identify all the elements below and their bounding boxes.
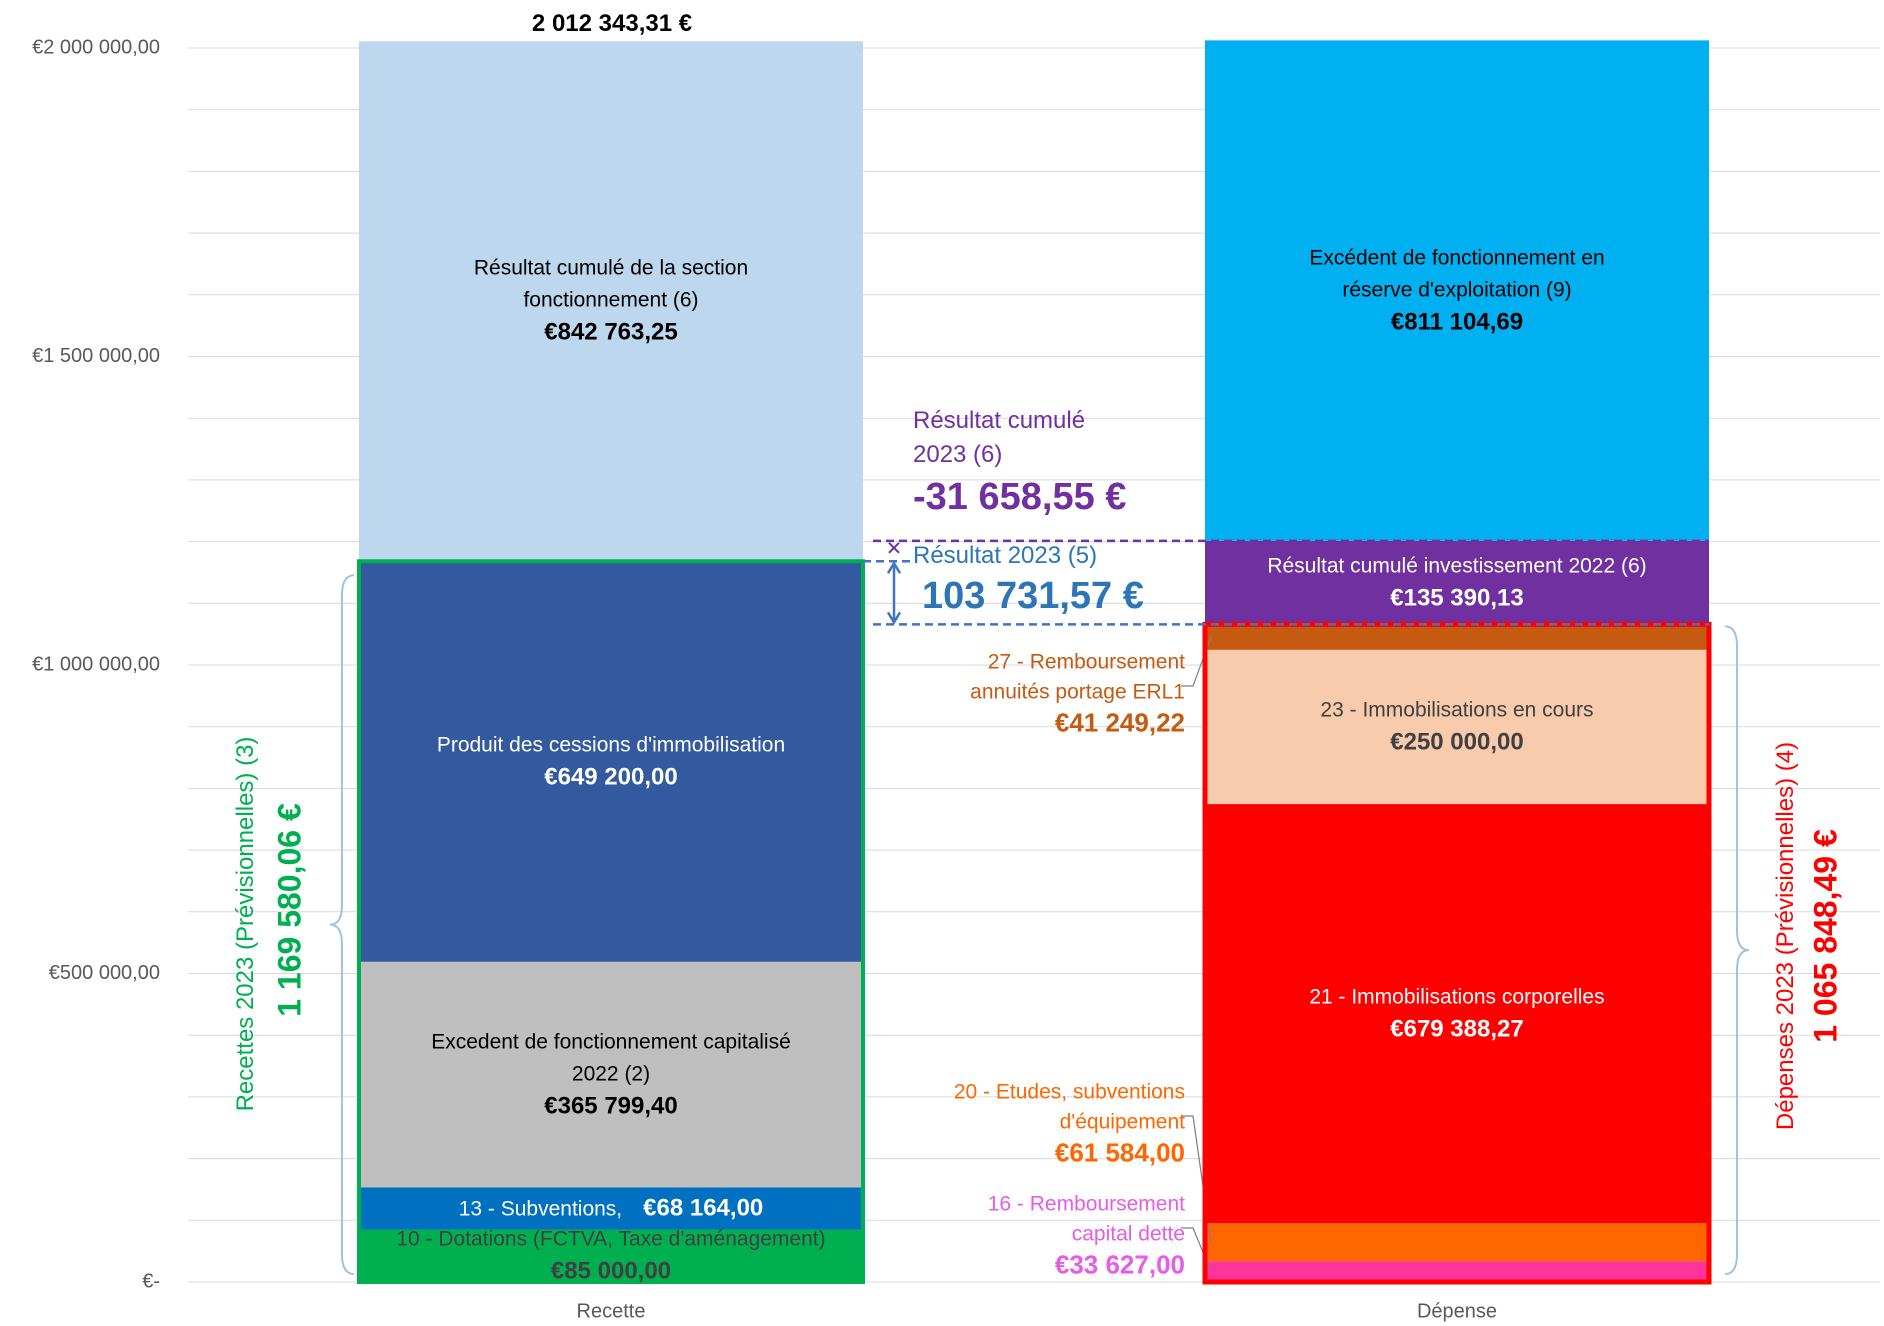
bar-segment [359,1187,863,1230]
segment-name: Résultat cumulé de la section fonctionne… [473,256,749,312]
revenue-total-label: Recettes 2023 (Prévisionnelles) (3) [232,736,259,1112]
y-tick-label: €500 000,00 [49,962,160,984]
arrow-head [886,611,902,625]
segment-value: €649 200,00 [544,763,678,791]
result-label: Résultat 2023 (5) [913,542,1098,569]
segment-name: 10 - Dotations (FCTVA, Taxe d'aménagemen… [396,1227,826,1251]
segment-label: Résultat cumulé investissement 2022 (6) €… [1230,550,1684,615]
segment-name: 23 - Immobilisations en cours [1320,698,1594,722]
revenue-brace [329,574,355,1275]
segment-value: €68 164,00 [643,1194,764,1222]
y-tick-label: €2 000 000,00 [32,36,160,58]
cumulative-result-value: -31 658,55 € [913,476,1127,518]
expense-outline [1202,621,1712,1285]
cumulative-result-label: Résultat cumulé 2023 (6) [913,407,1086,468]
segment-name: 21 - Immobilisations corporelles [1309,985,1605,1009]
bar-segment [1205,649,1709,805]
segment-value: €811 104,69 [1390,308,1524,336]
segment-name: Excedent de fonctionnement capitalisé 20… [431,1030,791,1086]
bar-segment [359,1229,863,1282]
segment-label: 16 - Remboursement capital dette €33 627,… [925,1190,1185,1283]
expense-total-label: Dépenses 2023 (Prévisionnelles) (4) [1772,741,1799,1131]
segment-name: 13 - Subventions, [458,1197,623,1221]
bar-segment [1205,1261,1709,1282]
expense-brace [1724,625,1750,1275]
segment-label: Produit des cessions d'immobilisation €64… [384,729,838,794]
bar-segment [1205,624,1709,650]
segment-value: €135 390,13 [1390,584,1524,612]
segment-name: Résultat cumulé investissement 2022 (6) [1267,554,1647,578]
segment-label: 23 - Immobilisations en cours €250 000,00 [1230,694,1684,759]
revenue-total-value: 1 169 580,06 € [271,803,308,1017]
segment-name: Produit des cessions d'immobilisation [436,733,786,757]
arrow-head [888,542,900,554]
y-tick-label: €- [142,1270,160,1292]
segment-value: €33 627,00 [1054,1249,1185,1280]
arrow-head [886,560,902,574]
segment-name: 16 - Remboursement capital dette [987,1192,1185,1246]
y-tick-label: €1 000 000,00 [32,653,160,675]
segment-label: Excedent de fonctionnement capitalisé 20… [411,1026,811,1123]
segment-label: Excédent de fonctionnement en réserve d'… [1272,242,1642,339]
segment-value: €61 584,00 [1054,1137,1185,1168]
x-tick-label: Dépense [1417,1300,1497,1322]
bar-segment [359,561,863,962]
segment-value: €842 763,25 [544,318,678,346]
segment-label: Résultat cumulé de la section fonctionne… [431,253,791,350]
segment-label: 10 - Dotations (FCTVA, Taxe d'aménagemen… [384,1223,838,1288]
bar-segment [1205,804,1709,1224]
expense-total-value: 1 065 848,49 € [1807,829,1844,1043]
x-tick-label: Recette [577,1300,646,1322]
revenue-outline [357,559,865,1284]
segment-label: 21 - Immobilisations corporelles €679 388… [1230,981,1684,1046]
segment-value: €365 799,40 [544,1092,678,1120]
result-value: 103 731,57 € [922,575,1144,617]
segment-label: 20 - Etudes, subventions d'équipement €61… [925,1078,1185,1171]
segment-label: 13 - Subventions, €68 164,00 [384,1192,838,1225]
bar-segment [1205,40,1709,541]
bar-segment [359,961,863,1188]
segment-value: €250 000,00 [1390,728,1524,756]
segment-value: €41 249,22 [1054,707,1185,738]
bar-segment [1205,1223,1709,1262]
segment-value: €85 000,00 [550,1257,672,1285]
segment-value: €679 388,27 [1390,1015,1524,1043]
segment-name: 27 - Remboursement annuités portage ERL1 [970,650,1185,704]
segment-label: 27 - Remboursement annuités portage ERL1… [925,648,1185,741]
segment-name: Excédent de fonctionnement en réserve d'… [1309,246,1605,302]
y-tick-label: €1 500 000,00 [32,345,160,367]
bar-segment [1205,540,1709,625]
segment-name: 20 - Etudes, subventions d'équipement [953,1080,1185,1134]
total-label: 2 012 343,31 € [531,10,693,37]
bar-segment [359,41,863,562]
